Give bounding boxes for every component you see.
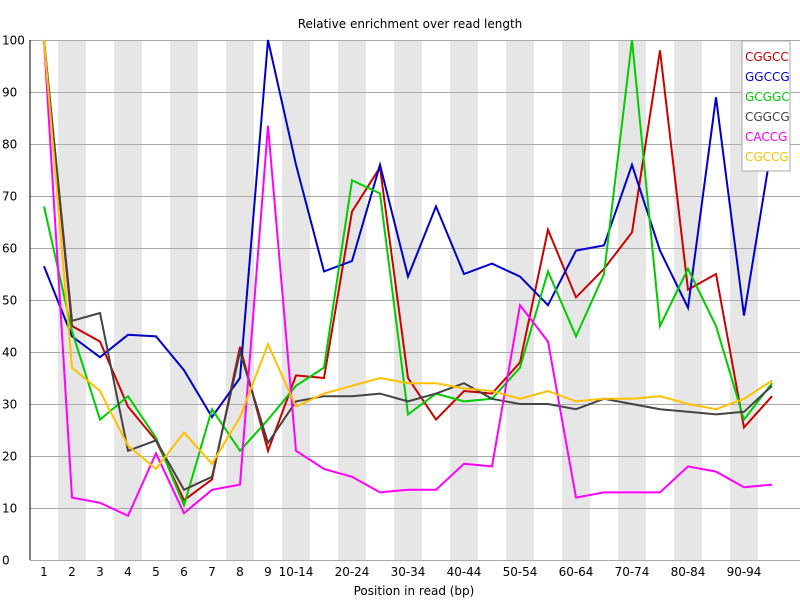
y-tick-label: 30 — [2, 398, 17, 412]
legend-box — [741, 40, 791, 172]
x-axis-label: Position in read (bp) — [354, 584, 475, 598]
x-axis-ticks: 1 2 3 4 5 6 7 8 9 10-14 20-24 30-34 40-44 50-54 60-64 7… — [40, 565, 761, 579]
y-tick-label: 80 — [2, 138, 17, 152]
series-lines — [43, 39, 773, 518]
legend-item: CGGCG — [745, 110, 790, 124]
y-tick-label: 100 — [2, 34, 25, 48]
x-tick-label: 20-24 — [335, 565, 370, 579]
y-tick-label: 90 — [2, 86, 17, 100]
legend-item: CGCCG — [745, 150, 789, 164]
x-tick-label: 1 — [40, 565, 48, 579]
x-tick-label: 10-14 — [279, 565, 314, 579]
y-tick-label: 10 — [2, 502, 17, 516]
x-tick-label: 60-64 — [559, 565, 594, 579]
y-tick-label: 60 — [2, 242, 17, 256]
y-tick-label: 40 — [2, 346, 17, 360]
x-tick-label: 50-54 — [503, 565, 538, 579]
y-tick-label: 0 — [2, 554, 10, 568]
x-tick-label: 8 — [236, 565, 244, 579]
x-tick-label: 7 — [208, 565, 216, 579]
legend-item: GCGGC — [745, 90, 790, 104]
series-line-cgccg — [43, 39, 773, 471]
x-tick-label: 3 — [96, 565, 104, 579]
y-axis-ticks: 0 10 20 30 40 50 60 70 80 90 100 — [2, 34, 25, 568]
x-tick-label: 9 — [264, 565, 272, 579]
x-tick-label: 90-94 — [727, 565, 762, 579]
x-tick-label: 2 — [68, 565, 76, 579]
x-tick-label: 70-74 — [615, 565, 650, 579]
x-tick-label: 40-44 — [447, 565, 482, 579]
x-tick-label: 80-84 — [671, 565, 706, 579]
y-tick-label: 50 — [2, 294, 17, 308]
x-tick-label: 4 — [124, 565, 132, 579]
chart-title: Relative enrichment over read length — [298, 17, 523, 31]
series-line-caccg — [43, 39, 773, 518]
x-tick-label: 6 — [180, 565, 188, 579]
x-tick-label: 30-34 — [391, 565, 426, 579]
x-tick-label: 5 — [152, 565, 160, 579]
series-line-gcggc — [43, 39, 773, 509]
y-tick-label: 20 — [2, 450, 17, 464]
legend-item: CGGCC — [745, 50, 789, 64]
legend: CGGCC GGCCG GCGGC CGGCG CACCG CGCCG — [741, 40, 791, 172]
legend-item: GGCCG — [745, 70, 790, 84]
legend-item: CACCG — [745, 130, 787, 144]
y-tick-label: 70 — [2, 190, 17, 204]
